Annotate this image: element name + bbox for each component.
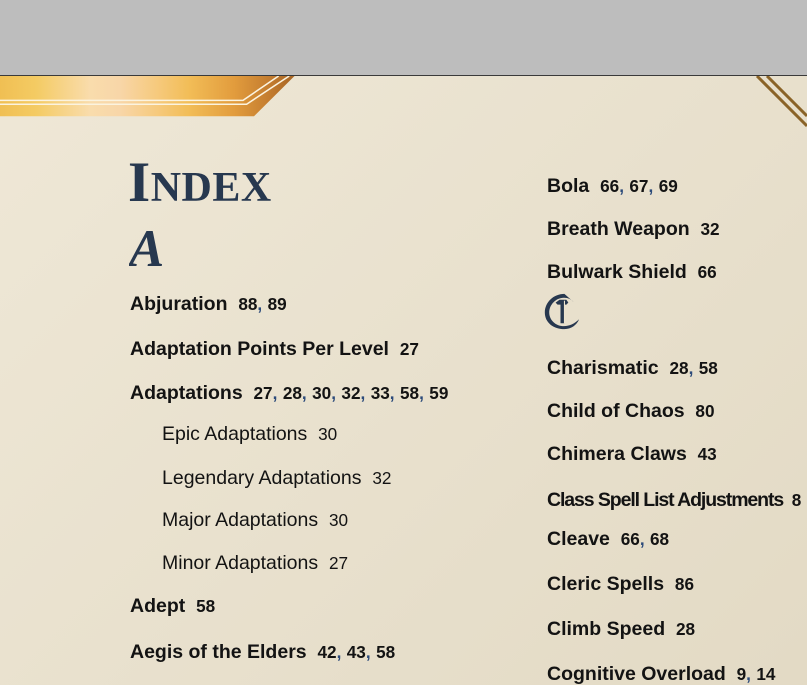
svg-text:A: A [129,220,164,278]
